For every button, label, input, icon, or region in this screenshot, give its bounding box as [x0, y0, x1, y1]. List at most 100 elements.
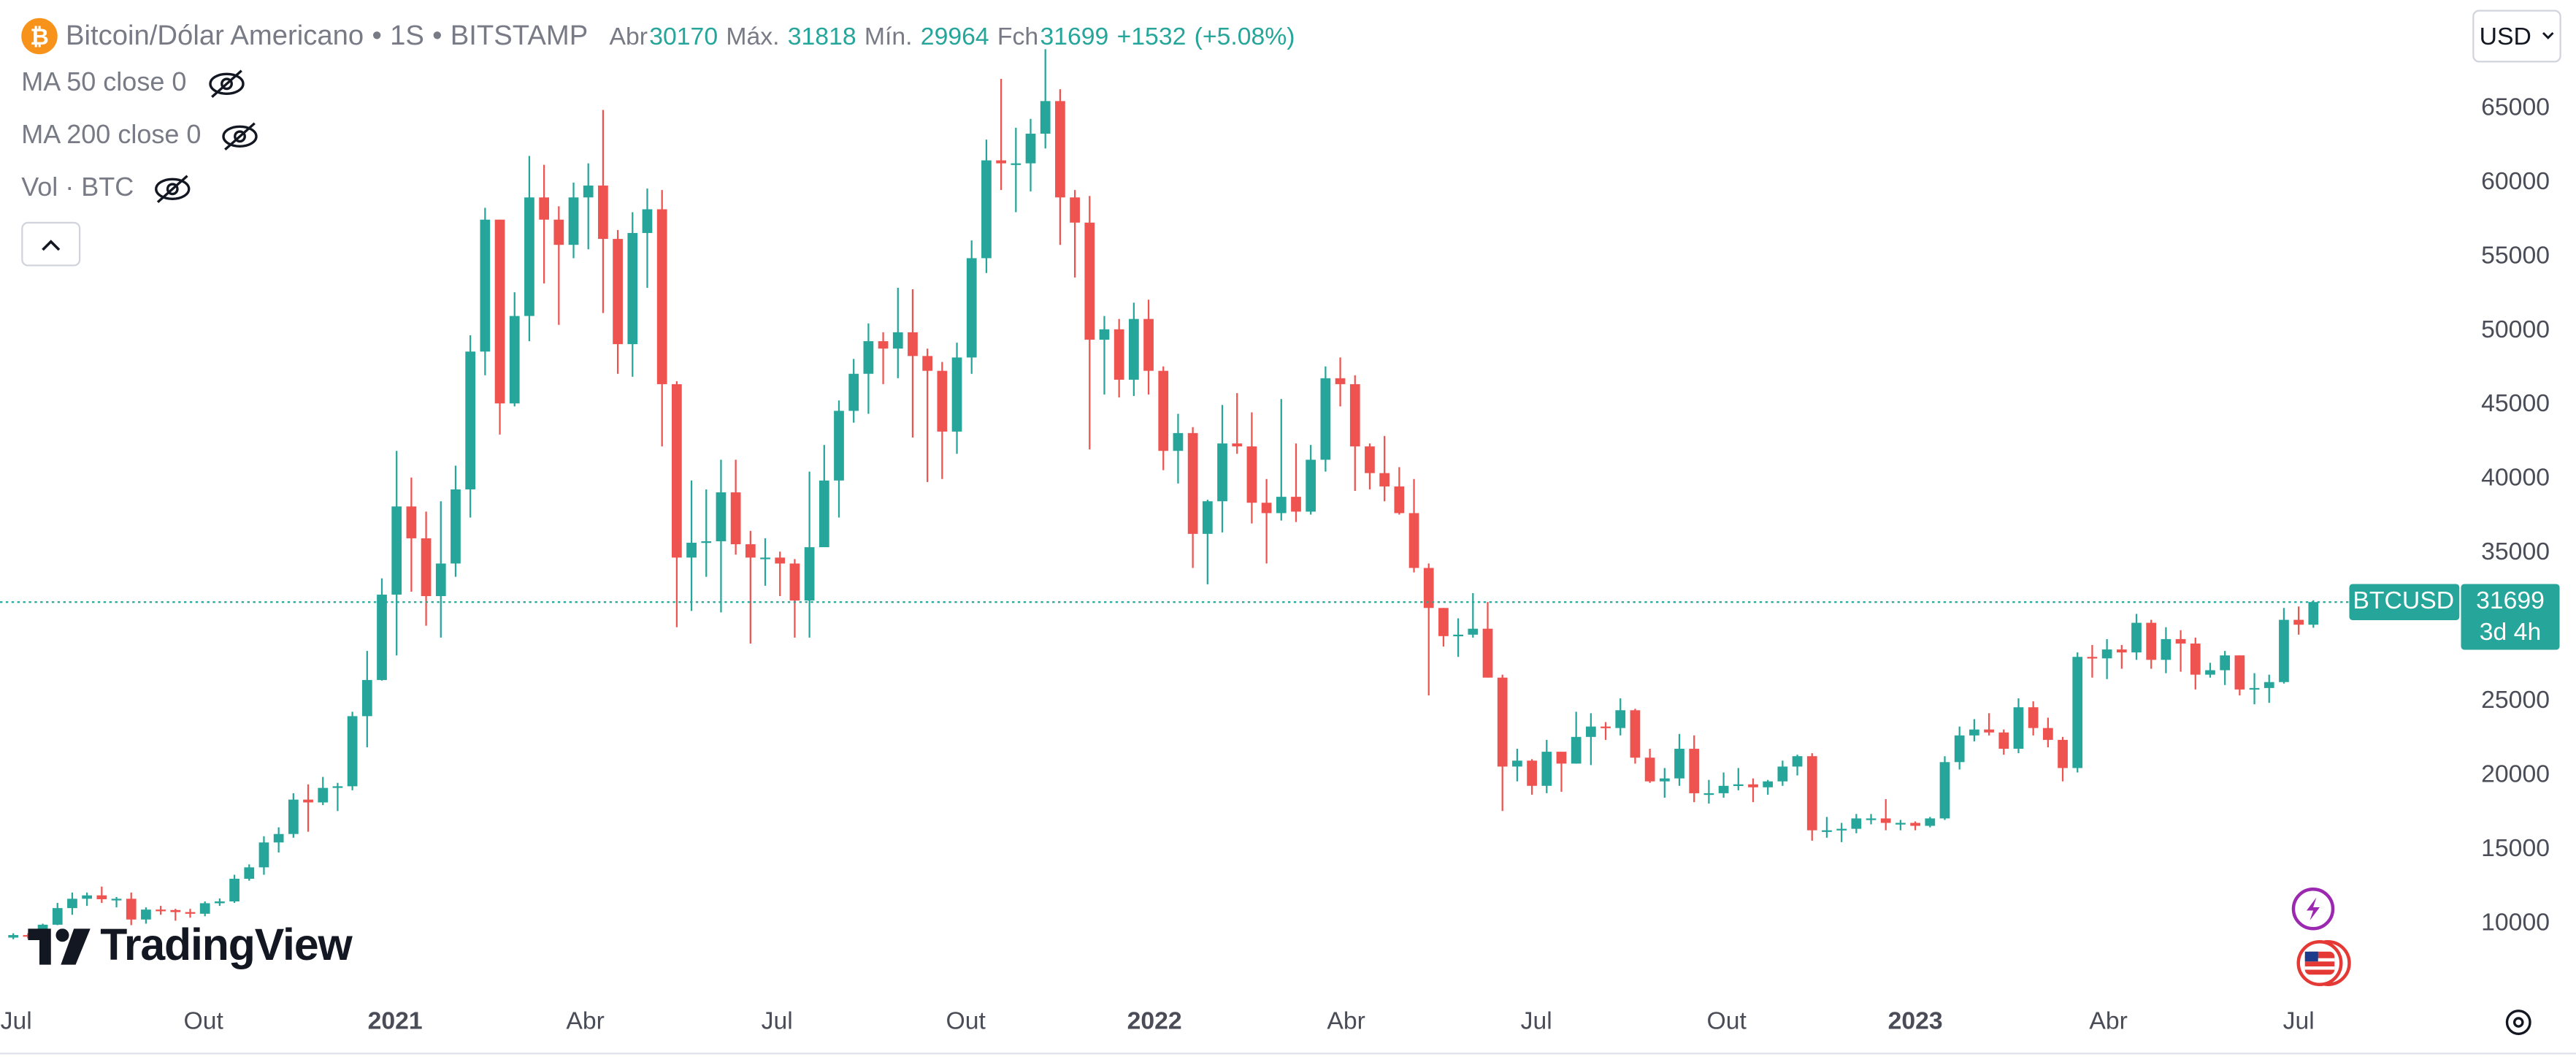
event-icon[interactable]	[2291, 888, 2335, 931]
x-tick-label: 2022	[1127, 1007, 1182, 1034]
flag-stripe	[2304, 966, 2335, 970]
candle-body	[863, 341, 874, 374]
candle-body	[613, 239, 623, 345]
candle-body	[2279, 619, 2289, 682]
candle-body	[1497, 677, 1508, 767]
logo-text: TradingView	[100, 920, 352, 970]
interval[interactable]: 1S	[390, 20, 424, 51]
collapse-button[interactable]	[21, 221, 81, 267]
candle-body	[656, 209, 667, 384]
candle-body	[156, 909, 166, 912]
candle-body	[244, 867, 255, 879]
candle-body	[568, 197, 579, 245]
candle-body	[1408, 513, 1419, 568]
indicator-label: MA 50 close 0	[21, 69, 187, 97]
flag-icon[interactable]	[2296, 940, 2351, 986]
candle-body	[1527, 760, 1537, 786]
candle-body	[1659, 778, 1670, 782]
candle-body	[185, 912, 196, 914]
candle-body	[1040, 101, 1051, 134]
candle-body	[701, 541, 712, 543]
flag-stripe	[2304, 958, 2335, 962]
candle-body	[361, 679, 372, 717]
candle-body	[1733, 784, 1744, 786]
separator: •	[432, 20, 442, 51]
candle-body	[539, 197, 550, 220]
indicator[interactable]: MA 50 close 0	[21, 69, 245, 99]
candle-body	[377, 595, 387, 680]
currency: USD	[2479, 22, 2531, 50]
candle-body	[1984, 729, 1994, 733]
candle-body	[1806, 756, 1817, 831]
candle-body	[2146, 622, 2157, 660]
x-tick-label: Jul	[1, 1007, 32, 1034]
candle-body	[834, 411, 844, 481]
eye-off[interactable]	[206, 69, 245, 99]
logo-mark	[28, 928, 91, 964]
candle-body	[1969, 729, 1979, 736]
x-tick-label: Jul	[762, 1007, 793, 1034]
candle-body	[1365, 446, 1375, 473]
candle-body	[1084, 222, 1095, 340]
candle-body	[1099, 329, 1110, 340]
candle-body	[789, 563, 800, 601]
candle-body	[878, 341, 889, 349]
candle-body	[2042, 728, 2053, 740]
y-tick-label: 25000	[2481, 686, 2550, 714]
candle-body	[804, 547, 815, 601]
change: +1532	[1116, 22, 1187, 50]
eye-off[interactable]	[153, 175, 193, 205]
candle-body	[1689, 749, 1700, 793]
x-tick-label: Out	[1706, 1007, 1747, 1034]
candle-body	[1703, 793, 1714, 795]
open-label: Abr	[609, 22, 648, 50]
candle-body	[1954, 735, 1965, 763]
candle-body	[848, 373, 859, 411]
candle-body	[1011, 163, 1021, 165]
candle-body	[1113, 329, 1124, 380]
candle-body	[1910, 823, 1920, 826]
candle-body	[1468, 628, 1479, 635]
candle-body	[1585, 726, 1596, 737]
candle-body	[1777, 766, 1788, 782]
candle-body	[922, 356, 933, 371]
chevron-up	[42, 240, 61, 251]
candle-body	[480, 219, 491, 352]
candle-body	[2190, 643, 2201, 675]
indicator[interactable]: MA 200 close 0	[21, 122, 260, 152]
chevron-down	[2542, 31, 2554, 39]
candle-body	[2072, 657, 2083, 768]
candle-body	[1748, 784, 1758, 787]
indicator[interactable]: Vol · BTC	[21, 175, 193, 205]
y-tick-label: 50000	[2481, 316, 2550, 343]
candle-body	[1792, 756, 1803, 767]
candle-body	[745, 544, 756, 558]
candle-body	[67, 898, 77, 909]
currency-button[interactable]: USD	[2472, 9, 2561, 63]
candle-body	[1306, 459, 1316, 512]
eye-off[interactable]	[221, 122, 260, 152]
change-percent: (+5.08%)	[1194, 22, 1295, 50]
candle-body	[908, 332, 918, 356]
candle-body	[524, 197, 534, 316]
candle-body	[1379, 473, 1390, 486]
candle-body	[1851, 818, 1862, 829]
symbol-tag	[2349, 584, 2460, 620]
candle-body	[332, 786, 343, 788]
candle-body	[318, 787, 329, 803]
low-value: 29964	[920, 22, 989, 50]
y-tick-label: 65000	[2481, 93, 2550, 121]
candle-body	[966, 258, 977, 358]
candle-body	[406, 506, 417, 538]
y-tick-label: 40000	[2481, 464, 2550, 492]
candle-body	[1202, 501, 1213, 534]
candle-body	[82, 895, 93, 899]
settings-icon[interactable]	[2505, 1010, 2531, 1035]
x-tick-label: Abr	[1327, 1007, 1365, 1034]
x-tick-label: Out	[946, 1007, 986, 1034]
candle-body	[509, 316, 520, 404]
candle-body	[1246, 446, 1257, 503]
